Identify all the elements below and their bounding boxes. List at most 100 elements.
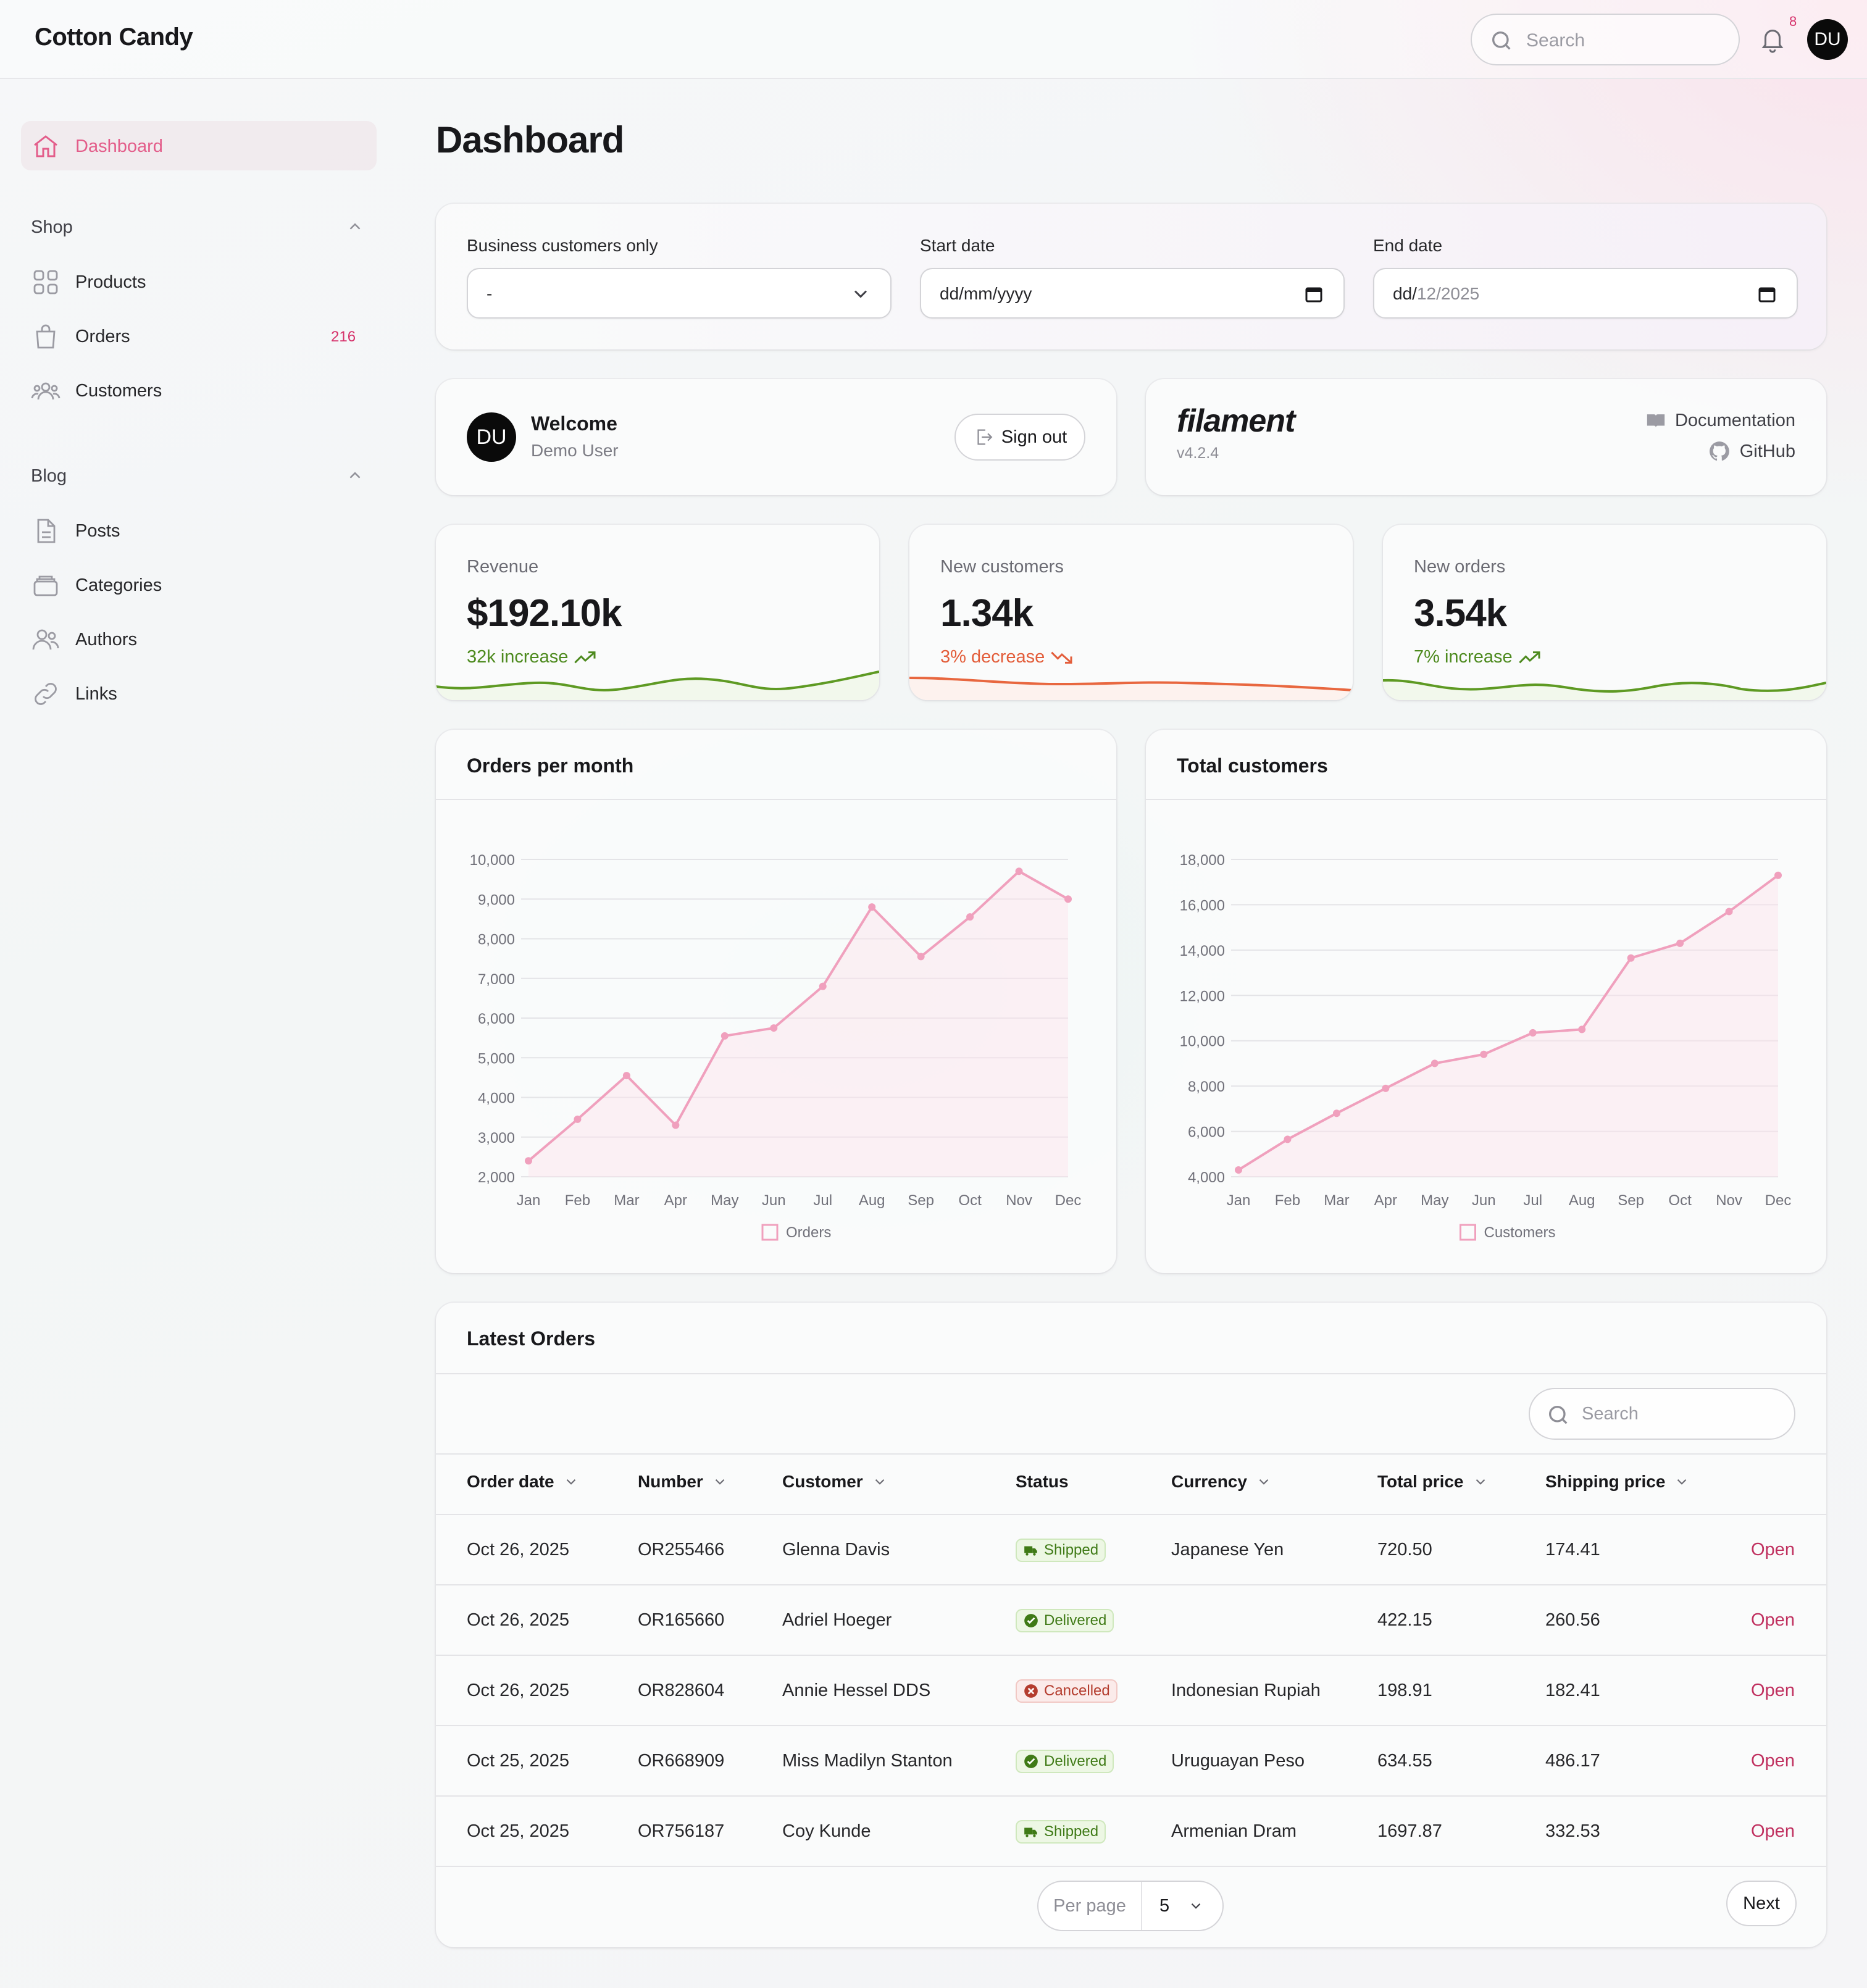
sidebar-item-categories[interactable]: Categories (31, 570, 162, 601)
open-order-link[interactable]: Open (1751, 1821, 1795, 1841)
sign-out-label: Sign out (1001, 427, 1067, 447)
data-point[interactable] (1064, 895, 1072, 903)
data-point[interactable] (574, 1115, 582, 1123)
open-order-link[interactable]: Open (1751, 1610, 1795, 1630)
stat-value: $192.10k (467, 592, 622, 635)
data-point[interactable] (1676, 939, 1684, 947)
data-point[interactable] (1015, 867, 1023, 875)
data-point[interactable] (1627, 954, 1635, 962)
legend-item[interactable]: Customers (1460, 1224, 1556, 1241)
status-badge: Shipped (1016, 1820, 1106, 1844)
start-date-input[interactable]: dd/mm/yyyy (920, 268, 1345, 319)
next-page-button[interactable]: Next (1726, 1881, 1797, 1926)
open-order-link[interactable]: Open (1751, 1681, 1795, 1700)
y-tick-label: 12,000 (1180, 988, 1225, 1004)
page-title: Dashboard (436, 119, 624, 161)
column-header-shipping-price[interactable]: Shipping price (1545, 1472, 1690, 1492)
column-header-status: Status (1016, 1472, 1069, 1492)
bell-icon[interactable] (1758, 25, 1787, 53)
data-point[interactable] (1332, 1109, 1340, 1117)
data-point[interactable] (966, 913, 974, 921)
sidebar-item-products[interactable]: Products (31, 267, 146, 298)
divider (436, 1866, 1826, 1867)
data-point[interactable] (1235, 1166, 1242, 1174)
y-tick-label: 10,000 (470, 852, 515, 869)
sidebar-item-links[interactable]: Links (31, 679, 117, 709)
end-date-filled-part: 12/2025 (1416, 284, 1480, 303)
x-tick-label: May (711, 1192, 738, 1209)
calendar-icon[interactable] (1756, 283, 1778, 305)
data-point[interactable] (1480, 1050, 1488, 1058)
business-customers-select[interactable]: - (467, 268, 892, 319)
orders-line-chart: 10,000 9,000 8,000 7,000 6,000 5,000 4,000 3,00… (470, 852, 1082, 1241)
data-point[interactable] (819, 982, 827, 990)
column-header-total-price[interactable]: Total price (1377, 1472, 1489, 1492)
end-date-label: End date (1373, 236, 1443, 255)
series-line (1237, 874, 1779, 1171)
welcome-avatar: DU (467, 412, 516, 462)
calendar-icon[interactable] (1303, 283, 1325, 305)
data-point[interactable] (917, 953, 925, 961)
data-point[interactable] (672, 1121, 680, 1129)
data-point[interactable] (1431, 1059, 1439, 1067)
sidebar-item-posts[interactable]: Posts (31, 516, 120, 546)
truck-icon (1024, 1827, 1037, 1837)
orders-count-badge: 216 (331, 328, 356, 345)
divider (436, 1584, 1826, 1585)
x-tick-label: Apr (664, 1192, 687, 1209)
data-point[interactable] (1284, 1135, 1292, 1143)
legend-item[interactable]: Orders (761, 1224, 831, 1241)
data-point[interactable] (868, 903, 876, 911)
stat-value: 3.54k (1414, 592, 1507, 635)
end-date-placeholder-part: dd/ (1393, 284, 1417, 303)
filament-logo[interactable]: filament (1177, 403, 1295, 439)
global-search-input[interactable]: Search (1471, 14, 1740, 65)
data-point[interactable] (770, 1024, 778, 1032)
data-point[interactable] (1774, 871, 1782, 879)
x-tick-label: Dec (1765, 1192, 1792, 1209)
per-page-select[interactable]: Per page 5 (1037, 1881, 1224, 1931)
data-point[interactable] (525, 1157, 532, 1165)
table-search-input[interactable]: Search (1529, 1388, 1795, 1440)
column-header-currency[interactable]: Currency (1171, 1472, 1272, 1492)
data-point[interactable] (720, 1032, 729, 1040)
data-point[interactable] (622, 1072, 630, 1080)
open-order-link[interactable]: Open (1751, 1751, 1795, 1771)
chart-title: Total customers (1177, 754, 1328, 777)
chevron-up-icon[interactable] (346, 466, 364, 485)
column-header-number[interactable]: Number (638, 1472, 728, 1492)
y-tick-label: 6,000 (478, 1011, 515, 1027)
column-header-order-date[interactable]: Order date (467, 1472, 579, 1492)
sidebar-group-blog[interactable]: Blog (31, 466, 67, 486)
column-header-customer[interactable]: Customer (782, 1472, 888, 1492)
latest-orders-card: Latest Orders Search Order date Number C… (436, 1303, 1826, 1947)
github-link[interactable]: GitHub (1708, 440, 1795, 463)
divider (436, 1655, 1826, 1656)
sidebar-item-dashboard[interactable]: Dashboard (31, 131, 163, 162)
sidebar-item-authors[interactable]: Authors (31, 624, 137, 655)
data-point[interactable] (1725, 908, 1733, 916)
divider (436, 1795, 1826, 1797)
end-date-input[interactable]: dd/12/2025 (1373, 268, 1798, 319)
y-tick-label: 9,000 (478, 892, 515, 908)
x-tick-label: Feb (565, 1192, 590, 1209)
documentation-link[interactable]: Documentation (1645, 410, 1795, 431)
x-tick-label: Oct (1668, 1192, 1692, 1209)
chevron-up-icon[interactable] (346, 217, 364, 236)
cell-shipping-price: 486.17 (1545, 1751, 1600, 1771)
app-title[interactable]: Cotton Candy (35, 23, 193, 51)
filament-version: v4.2.4 (1177, 445, 1219, 462)
home-icon (34, 135, 57, 157)
data-point[interactable] (1382, 1084, 1390, 1092)
user-avatar[interactable]: DU (1807, 19, 1848, 60)
sidebar-item-customers[interactable]: Customers (31, 375, 162, 406)
sidebar-item-label: Customers (75, 380, 162, 401)
sidebar-item-orders[interactable]: Orders (31, 321, 130, 352)
sign-out-button[interactable]: Sign out (954, 414, 1085, 461)
column-header-label: Customer (782, 1472, 863, 1491)
sidebar-group-shop[interactable]: Shop (31, 217, 73, 237)
data-point[interactable] (1529, 1029, 1537, 1037)
x-tick-label: Apr (1374, 1192, 1397, 1209)
open-order-link[interactable]: Open (1751, 1540, 1795, 1560)
data-point[interactable] (1578, 1025, 1586, 1034)
